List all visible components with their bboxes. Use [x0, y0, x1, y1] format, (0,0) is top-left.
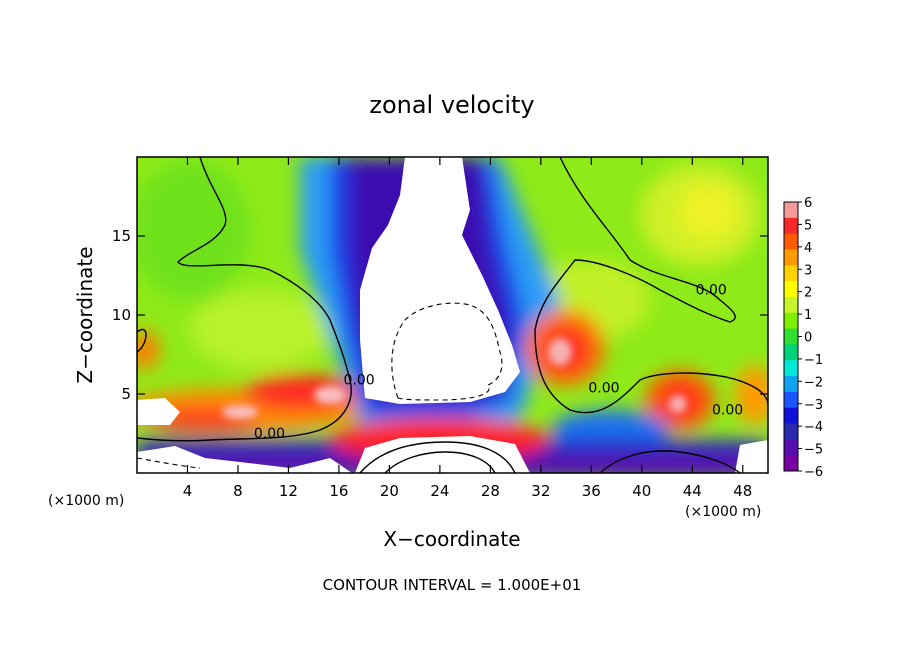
colorbar-label: 3 [804, 263, 812, 278]
x-tick-label: 20 [380, 482, 399, 500]
field-detail-layer [222, 338, 687, 419]
colorbar-label: −4 [804, 420, 823, 435]
colorbar-swatch [784, 202, 798, 219]
x-tick-label: 24 [430, 482, 449, 500]
colorbar-swatch [784, 233, 798, 250]
colorbar-swatch [784, 391, 798, 409]
velocity-field: 0.00 0.00 0.00 0.00 0.00 [137, 157, 768, 473]
colorbar-swatch [784, 328, 798, 345]
x-axis-label: X−coordinate [383, 527, 520, 551]
colorbar-label: 1 [804, 308, 812, 323]
colorbar-swatch [784, 265, 798, 282]
colorbar-swatch [784, 281, 798, 298]
colorbar-swatch [784, 312, 798, 330]
region-upper-right-yellow [680, 186, 736, 238]
region-far-right-pink-core [669, 395, 687, 413]
region-left-edge-orange [137, 330, 159, 370]
colorbar-label: −3 [804, 398, 823, 413]
x-tick-label: 28 [481, 482, 500, 500]
colorbar-label: 2 [804, 286, 812, 301]
contour-interval-footer: CONTOUR INTERVAL = 1.000E+01 [323, 576, 582, 594]
colorbar-label: −2 [804, 375, 823, 390]
region-right-pink-core [548, 338, 572, 366]
colorbar-label: −5 [804, 443, 823, 458]
colorbar-label: 5 [804, 218, 812, 233]
colorbar-label: 6 [804, 196, 812, 211]
y-tick-label: 15 [112, 227, 131, 245]
x-tick-label: 48 [733, 482, 752, 500]
colorbar-label: −6 [804, 465, 823, 480]
region-bottom-right-white [735, 440, 768, 473]
contour-label: 0.00 [588, 380, 619, 396]
colorbar-label: 4 [804, 241, 812, 256]
region-lower-left-pink [314, 386, 346, 404]
contour-inner-2 [384, 451, 496, 473]
colorbar-swatch [784, 249, 798, 266]
x-tick-label: 40 [632, 482, 651, 500]
contour-zero-right [534, 157, 768, 414]
region-right-edge-orange [735, 365, 768, 425]
colorbar-swatch [784, 455, 798, 472]
contour-inner-1 [359, 441, 516, 473]
colorbar-label: −1 [804, 353, 823, 368]
x-unit-left: (×1000 m) [48, 493, 124, 509]
contour-negative-bottom-left [137, 457, 201, 469]
colorbar-label: 0 [804, 331, 812, 346]
region-lower-left-pink2 [222, 405, 258, 419]
contour-zero-left-edge [137, 329, 147, 353]
x-tick-label: 12 [279, 482, 298, 500]
colorbar: 6 5 4 3 2 1 0 −1 −2 −3 −4 −5 −6 [783, 196, 823, 480]
region-jet-white-core [360, 157, 520, 404]
x-tick-label: 32 [531, 482, 550, 500]
region-bottom-left-white [137, 446, 352, 473]
y-axis: 5 10 15 [112, 227, 768, 403]
colorbar-swatch [784, 423, 798, 440]
y-axis-label: Z−coordinate [73, 246, 97, 383]
contour-label: 0.00 [254, 426, 285, 442]
region-mid-left-yellowgreen [190, 290, 330, 370]
chart-title: zonal velocity [369, 91, 534, 119]
contour-label: 0.00 [712, 403, 743, 419]
x-tick-label: 16 [329, 482, 348, 500]
contour-labels: 0.00 0.00 0.00 0.00 0.00 [254, 282, 743, 442]
x-tick-label: 36 [582, 482, 601, 500]
contour-lines [137, 157, 768, 473]
colorbar-swatch [784, 439, 798, 456]
x-tick-label: 44 [683, 482, 702, 500]
y-tick-label: 10 [112, 306, 131, 324]
x-axis: 4 8 12 16 20 24 28 32 36 40 44 48 [183, 157, 752, 500]
colorbar-swatch [784, 407, 798, 425]
colorbar-swatch [784, 296, 798, 314]
colorbar-swatch [784, 344, 798, 361]
contour-zero-left [137, 157, 352, 442]
region-left-white-patch [137, 398, 180, 425]
colorbar-swatch [784, 360, 798, 377]
contour-label: 0.00 [344, 373, 375, 389]
contour-negative-dashed [391, 302, 503, 401]
x-tick-label: 4 [183, 482, 193, 500]
x-unit-right: (×1000 m) [685, 504, 761, 520]
y-tick-label: 5 [121, 385, 131, 403]
region-upper-left-green [137, 160, 250, 300]
colorbar-swatch [784, 376, 798, 393]
contour-bottom-right [599, 450, 741, 473]
contour-label: 0.00 [696, 282, 727, 298]
colorbar-swatch [784, 217, 798, 235]
x-tick-label: 8 [233, 482, 243, 500]
